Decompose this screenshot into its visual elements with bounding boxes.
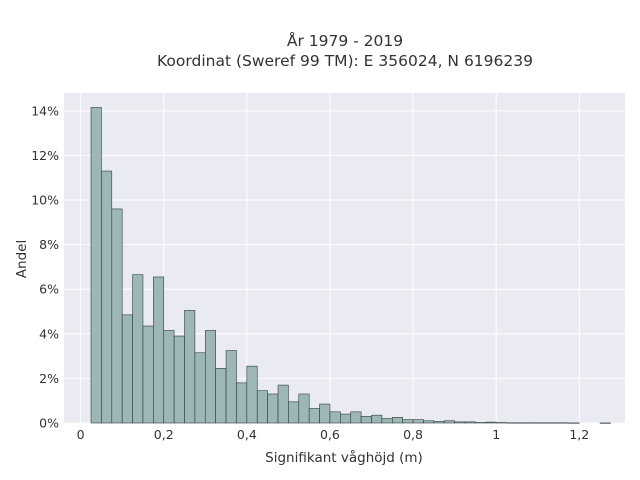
histogram-bar-30 — [402, 419, 414, 424]
x-axis-title: Signifikant våghöjd (m) — [265, 449, 423, 466]
x-tick-label-2: 0,4 — [237, 427, 257, 442]
histogram-bar-18 — [277, 384, 289, 424]
histogram-bar-7 — [163, 330, 175, 424]
histogram-bar-10 — [194, 352, 206, 424]
histogram-bar-16 — [256, 390, 268, 424]
histogram-bar-28 — [381, 418, 393, 424]
histogram-bar-4 — [132, 274, 144, 424]
histogram-bar-29 — [391, 417, 403, 424]
y-tick-labels: 0% 2% 4% 6% 8% 10% 12% 14% — [31, 103, 59, 430]
x-tick-label-6: 1,2 — [569, 427, 589, 442]
histogram-bar-21 — [308, 408, 320, 424]
y-tick-label-6: 12% — [31, 148, 59, 163]
x-tick-label-4: 0,8 — [403, 427, 423, 442]
histogram-bar-32 — [423, 420, 435, 424]
x-tick-label-1: 0,2 — [154, 427, 174, 442]
chart-title-line1: År 1979 - 2019 — [287, 31, 403, 50]
histogram-bar-20 — [298, 393, 310, 424]
histogram-bar-17 — [267, 393, 279, 424]
histogram-bar-0 — [90, 107, 102, 424]
histogram-bar-8 — [173, 335, 185, 424]
chart-title-line2: Koordinat (Sweref 99 TM): E 356024, N 61… — [157, 52, 533, 70]
histogram-bar-38 — [485, 421, 497, 424]
histogram-bar-3 — [121, 314, 133, 424]
histogram-bar-35 — [454, 421, 466, 424]
histogram-bar-14 — [236, 382, 248, 424]
y-tick-label-0: 0% — [39, 416, 59, 431]
histogram-bar-34 — [443, 420, 455, 424]
histogram-bar-12 — [215, 368, 227, 424]
y-tick-label-2: 4% — [39, 326, 59, 341]
histogram-bar-2 — [111, 208, 123, 424]
x-tick-label-5: 1 — [492, 427, 500, 442]
histogram-bar-5 — [142, 325, 154, 424]
x-tick-label-3: 0,6 — [320, 427, 340, 442]
histogram-bar-22 — [319, 403, 331, 424]
y-tick-label-7: 14% — [31, 103, 59, 118]
histogram-bar-19 — [288, 401, 300, 424]
y-axis-title: Andel — [14, 240, 30, 278]
histogram-bar-1 — [101, 170, 113, 424]
histogram-bar-33 — [433, 421, 445, 424]
histogram-bar-27 — [371, 414, 383, 424]
histogram-bar-31 — [412, 419, 424, 424]
histogram-bar-24 — [340, 413, 352, 424]
histogram-bar-23 — [329, 411, 341, 424]
x-tick-labels: 0 0,2 0,4 0,6 0,8 1 1,2 — [77, 427, 590, 442]
histogram-bar-11 — [204, 330, 216, 424]
y-tick-label-3: 6% — [39, 282, 59, 297]
histogram-bar-13 — [225, 350, 237, 424]
y-tick-label-5: 10% — [31, 193, 59, 208]
y-tick-label-4: 8% — [39, 237, 59, 252]
histogram-bar-15 — [246, 365, 258, 424]
histogram-bar-6 — [153, 276, 165, 424]
histogram-bar-36 — [464, 421, 476, 424]
x-tick-label-0: 0 — [77, 427, 85, 442]
histogram-bar-25 — [350, 411, 362, 424]
y-tick-label-1: 2% — [39, 371, 59, 386]
histogram-bar-26 — [360, 416, 372, 424]
histogram-bar-9 — [184, 310, 196, 424]
bars-layer — [90, 107, 611, 424]
